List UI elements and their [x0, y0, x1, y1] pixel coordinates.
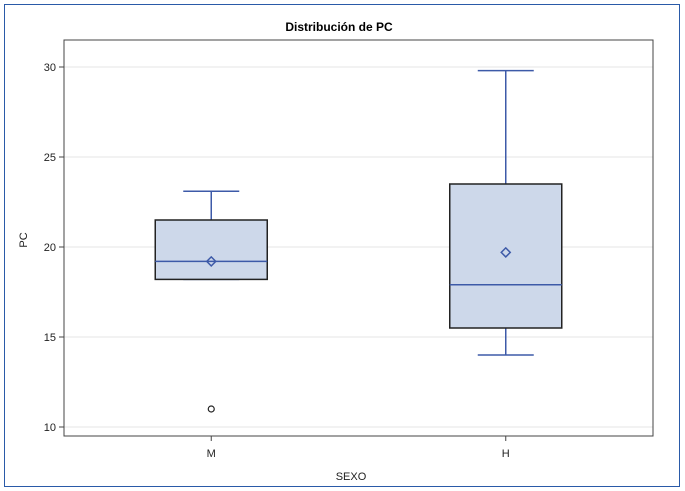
y-tick-label: 10 — [44, 422, 56, 434]
y-tick-label: 25 — [44, 152, 56, 164]
mean-marker — [500, 246, 512, 258]
box-h — [449, 69, 563, 356]
y-tick-label: 20 — [44, 242, 56, 254]
x-tick-label: M — [207, 448, 216, 460]
chart-frame — [4, 4, 680, 487]
plot-area — [63, 39, 654, 437]
x-tick-label: H — [502, 448, 510, 460]
y-axis: 10 15 20 25 30 — [44, 62, 64, 434]
x-axis-label: SEXO — [336, 471, 367, 483]
y-axis-label: PC — [18, 232, 30, 247]
boxes-layer — [154, 69, 563, 413]
iqr-box — [154, 219, 268, 281]
grid-lines — [64, 66, 653, 428]
y-tick-label: 30 — [44, 62, 56, 74]
box-m — [154, 190, 268, 413]
mean-marker — [205, 255, 217, 267]
chart-title: Distribución de PC — [285, 20, 393, 34]
outlier-point — [207, 405, 215, 413]
y-tick-label: 15 — [44, 332, 56, 344]
